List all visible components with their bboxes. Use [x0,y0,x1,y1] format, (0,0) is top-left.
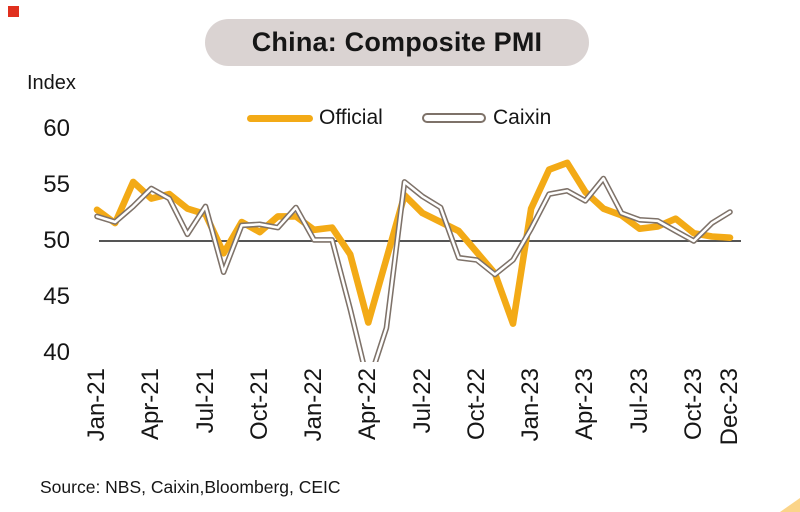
x-tick-label: Oct-21 [245,368,273,441]
x-tick-label: Apr-23 [571,368,599,441]
x-tick-label: Jan-22 [300,368,328,442]
caixin-line-inner [95,177,732,362]
x-tick-label: Jul-22 [408,368,436,434]
source-note: Source: NBS, Caixin,Bloomberg, CEIC [40,477,341,497]
legend-official-label: Official [319,106,383,129]
y-tick-label: 50 [43,227,70,254]
y-tick-label: 60 [43,115,70,143]
x-tick-label: Jan-21 [83,368,110,442]
x-tick-label: Jan-23 [517,368,545,442]
x-tick-label: Jul-23 [625,368,653,434]
x-tick-label: Oct-22 [462,368,490,441]
x-tick-label: Apr-21 [137,368,165,441]
corner-triangle-decoration [780,498,800,512]
x-tick-label: Jul-21 [191,368,219,434]
y-tick-label: 45 [43,282,70,310]
x-tick-label: Dec-23 [715,368,743,446]
chart-title-pill: China: Composite PMI [205,19,589,66]
x-tick-label: Apr-22 [354,368,382,441]
y-axis-unit-label: Index [27,72,76,94]
y-tick-label: 40 [43,338,70,366]
red-square-decoration [8,6,19,17]
legend-caixin-label: Caixin [493,106,552,129]
legend-caixin-line-swatch [422,113,486,123]
y-tick-label: 55 [43,171,70,199]
legend-official-line-swatch [247,115,313,122]
chart-title: China: Composite PMI [251,27,543,57]
x-tick-label: Oct-23 [679,368,707,441]
